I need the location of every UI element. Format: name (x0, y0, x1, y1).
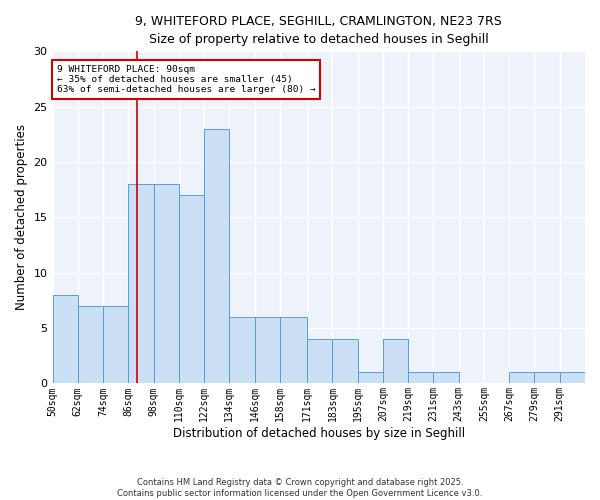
Bar (560, 372, 585, 384)
Text: Contains HM Land Registry data © Crown copyright and database right 2025.
Contai: Contains HM Land Registry data © Crown c… (118, 478, 482, 498)
Y-axis label: Number of detached properties: Number of detached properties (15, 124, 28, 310)
Title: 9, WHITEFORD PLACE, SEGHILL, CRAMLINGTON, NE23 7RS
Size of property relative to : 9, WHITEFORD PLACE, SEGHILL, CRAMLINGTON… (136, 15, 502, 46)
Bar (154, 184, 179, 384)
Bar (280, 317, 307, 384)
Bar (509, 372, 535, 384)
Bar (535, 372, 560, 384)
Bar (254, 317, 280, 384)
Bar (78, 306, 103, 384)
Bar (103, 306, 128, 384)
Bar (408, 372, 433, 384)
X-axis label: Distribution of detached houses by size in Seghill: Distribution of detached houses by size … (173, 427, 465, 440)
Bar (307, 339, 332, 384)
Bar (332, 339, 358, 384)
Bar (383, 339, 408, 384)
Bar (433, 372, 459, 384)
Bar (229, 317, 254, 384)
Bar (128, 184, 154, 384)
Bar (204, 129, 229, 384)
Bar (179, 195, 204, 384)
Bar (358, 372, 383, 384)
Bar (53, 295, 78, 384)
Text: 9 WHITEFORD PLACE: 90sqm
← 35% of detached houses are smaller (45)
63% of semi-d: 9 WHITEFORD PLACE: 90sqm ← 35% of detach… (57, 64, 316, 94)
